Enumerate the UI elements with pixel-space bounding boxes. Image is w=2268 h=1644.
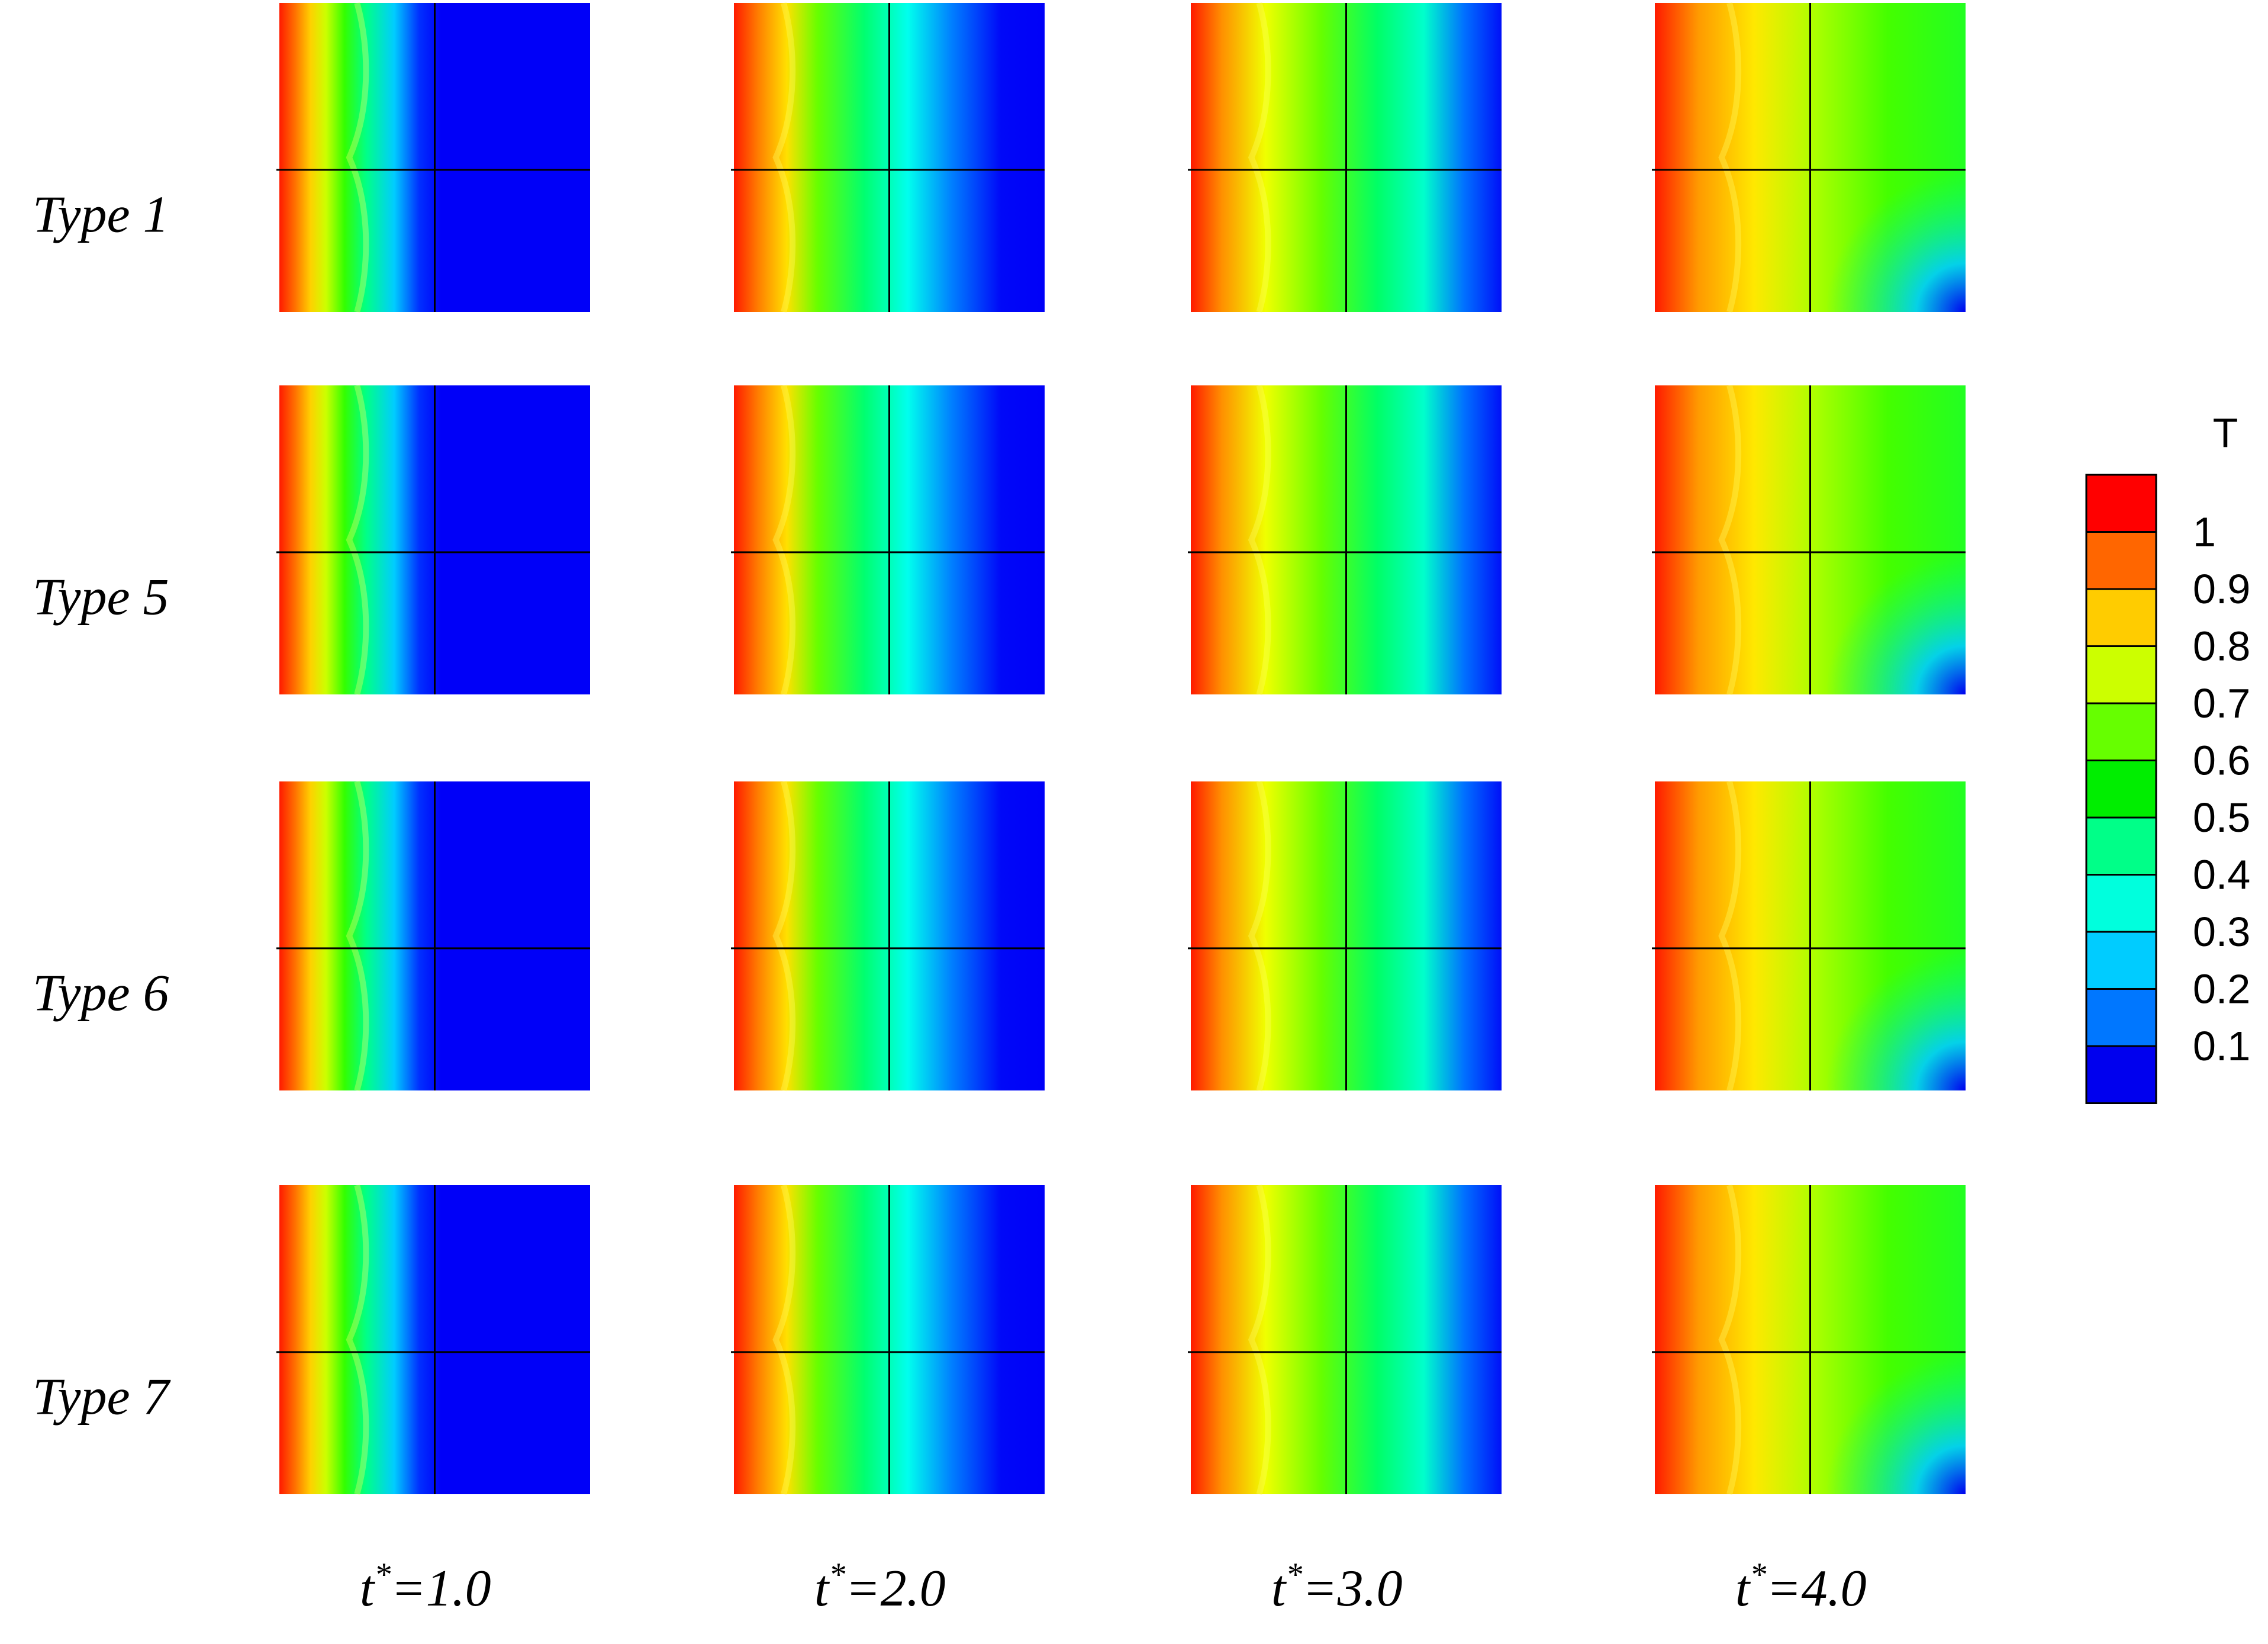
row-label: Type 7 (33, 1368, 172, 1426)
column-label-base: t (360, 1560, 376, 1617)
front-highlight (772, 384, 796, 696)
front-highlight (346, 1184, 369, 1495)
colorbar-segment (2085, 931, 2157, 990)
column-label: t*=4.0 (1735, 1556, 1867, 1617)
column-label-superscript: * (374, 1556, 391, 1593)
contour-panel (731, 384, 1045, 696)
contour-panel (731, 780, 1045, 1092)
contour-panel (731, 2, 1045, 313)
colorbar-segment (2085, 588, 2157, 647)
front-highlight (1248, 1184, 1271, 1495)
contour-panel (276, 384, 590, 696)
contour-panel (276, 780, 590, 1092)
colorbar-title: T (2213, 410, 2238, 456)
contour-panel (276, 2, 590, 313)
column-label-value: =3.0 (1302, 1560, 1402, 1617)
colorbar-tick-label: 1 (2193, 509, 2216, 555)
column-label: t*=1.0 (360, 1556, 491, 1617)
colorbar-tick-label: 0.6 (2193, 738, 2250, 784)
colorbar-segment (2085, 874, 2157, 933)
column-label-value: =1.0 (391, 1560, 491, 1617)
contour-panel (1652, 1184, 1966, 1495)
contour-panel (1188, 384, 1502, 696)
colorbar-tick-label: 0.5 (2193, 794, 2250, 841)
front-highlight (1248, 2, 1271, 313)
column-label: t*=2.0 (814, 1556, 946, 1617)
colorbar-tick-label: 0.1 (2193, 1023, 2250, 1069)
front-highlight (1718, 2, 1742, 313)
colorbar-segment (2085, 474, 2157, 533)
temperature-colorbar: T 1 0.9 0.8 0.7 0.6 0.5 0.4 0.3 0.2 0.1 (2085, 410, 2250, 1104)
front-highlight (1718, 1184, 1742, 1495)
contour-panel (1652, 384, 1966, 696)
colorbar-tick-label: 0.2 (2193, 966, 2250, 1012)
front-highlight (346, 2, 369, 313)
row-label: Type 5 (33, 568, 169, 626)
contour-panel (1652, 2, 1966, 313)
front-highlight (346, 384, 369, 696)
colorbar-segment (2085, 816, 2157, 876)
contour-panels (276, 2, 1966, 1495)
contour-panel (1188, 780, 1502, 1092)
column-label-superscript: * (829, 1556, 845, 1593)
colorbar-tick-label: 0.3 (2193, 909, 2250, 955)
colorbar-tick-label: 0.8 (2193, 623, 2250, 670)
row-label: Type 1 (33, 186, 169, 243)
contour-panel (1188, 2, 1502, 313)
colorbar-segment (2085, 760, 2157, 819)
front-highlight (1248, 780, 1271, 1092)
column-label-base: t (1271, 1560, 1287, 1617)
colorbar-segment (2085, 645, 2157, 704)
contour-panel (731, 1184, 1045, 1495)
row-label: Type 6 (33, 964, 169, 1022)
colorbar-segment (2085, 531, 2157, 590)
column-label: t*=3.0 (1271, 1556, 1403, 1617)
front-highlight (772, 1184, 796, 1495)
contour-panel (1652, 780, 1966, 1092)
contour-panel (276, 1184, 590, 1495)
front-highlight (1248, 384, 1271, 696)
column-label-superscript: * (1286, 1556, 1302, 1593)
column-label-value: =2.0 (845, 1560, 945, 1617)
column-label-base: t (814, 1560, 830, 1617)
colorbar-tick-label: 0.9 (2193, 566, 2250, 612)
contour-panel (1188, 1184, 1502, 1495)
colorbar-segment (2085, 988, 2157, 1047)
colorbar-tick-label: 0.7 (2193, 680, 2250, 726)
front-highlight (772, 780, 796, 1092)
row-labels: Type 1 Type 5 Type 6 Type 7 (33, 186, 172, 1426)
colorbar-tick-label: 0.4 (2193, 852, 2250, 898)
colorbar-segment (2085, 702, 2157, 761)
colorbar-segment (2085, 1045, 2157, 1104)
front-highlight (772, 2, 796, 313)
column-labels: t*=1.0 t*=2.0 t*=3.0 t*=4.0 (360, 1556, 1867, 1617)
column-label-value: =4.0 (1766, 1560, 1866, 1617)
front-highlight (1718, 384, 1742, 696)
front-highlight (1718, 780, 1742, 1092)
column-label-base: t (1735, 1560, 1751, 1617)
column-label-superscript: * (1750, 1556, 1766, 1593)
front-highlight (346, 780, 369, 1092)
